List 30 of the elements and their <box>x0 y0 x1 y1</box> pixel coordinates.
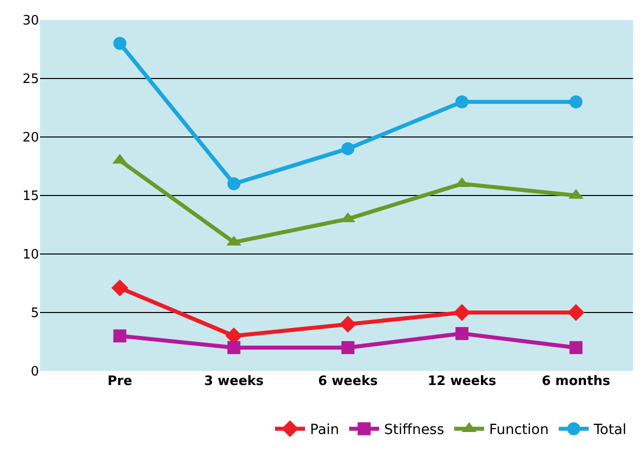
point <box>227 177 240 190</box>
y-tick-label: 15 <box>22 189 39 204</box>
point <box>341 142 354 156</box>
point <box>341 341 354 354</box>
point <box>339 316 356 333</box>
point <box>568 304 584 321</box>
point <box>111 279 128 296</box>
point <box>113 329 126 342</box>
y-tick-label: 20 <box>22 130 39 146</box>
point <box>455 327 468 340</box>
point <box>227 341 240 354</box>
point <box>453 304 470 321</box>
point <box>113 36 126 50</box>
legend-label: Function <box>489 422 549 438</box>
y-tick-label: 5 <box>30 306 39 322</box>
x-tick-label: Pre <box>107 374 132 389</box>
x-tick-label: 3 weeks <box>204 374 264 389</box>
y-tick-label: 10 <box>22 248 39 263</box>
y-tick-label: 0 <box>30 364 39 380</box>
y-tick-label: 25 <box>22 72 39 88</box>
point <box>455 95 468 108</box>
x-tick-label: 12 weeks <box>428 374 497 389</box>
legend-label: Total <box>592 422 626 438</box>
point <box>569 95 582 108</box>
x-tick-label: 6 weeks <box>318 374 378 389</box>
legend-label: Pain <box>310 422 340 438</box>
point <box>569 341 582 354</box>
x-tick-label: 6 months <box>542 374 610 389</box>
legend-label: Stiffness <box>384 422 444 438</box>
y-tick-label: 30 <box>22 14 39 29</box>
